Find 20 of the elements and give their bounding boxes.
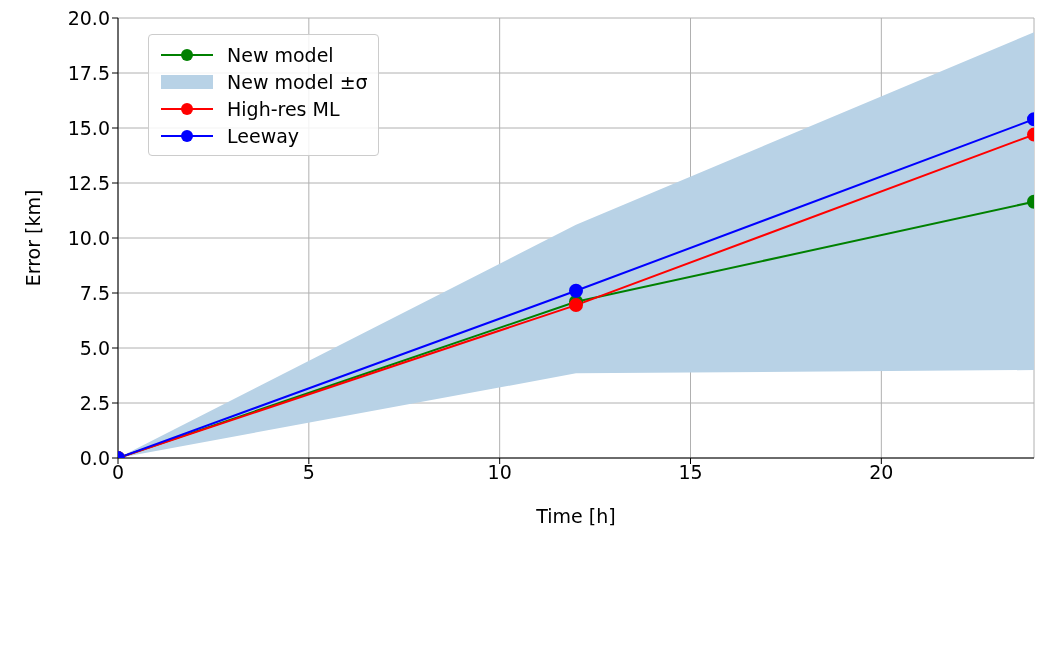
y-axis-title: Error [km] [21, 189, 44, 287]
x-tick-label: 0 [111, 461, 125, 484]
legend-label: High-res ML [227, 97, 340, 120]
y-tick-label: 12.5 [67, 171, 110, 194]
x-axis-title: Time [h] [535, 505, 616, 527]
y-tick-label: 20.0 [67, 6, 110, 29]
legend-label: New model [227, 43, 334, 66]
x-tick-label: 15 [678, 461, 703, 484]
annotation: New model ±σ [227, 70, 368, 93]
legend-label: Leeway [227, 124, 300, 147]
x-tick-label: 5 [302, 461, 315, 484]
y-tick-label: 17.5 [67, 61, 110, 84]
x-tick-label: 20 [869, 461, 894, 484]
y-tick-label: 5.0 [79, 336, 110, 359]
y-tick-label: 10.0 [67, 226, 110, 249]
x-tick-label: 10 [487, 461, 512, 484]
y-tick-label: 15.0 [67, 116, 110, 139]
y-tick-label: 2.5 [79, 391, 110, 414]
y-tick-label: 7.5 [79, 281, 110, 304]
y-tick-label: 0.0 [79, 446, 110, 469]
